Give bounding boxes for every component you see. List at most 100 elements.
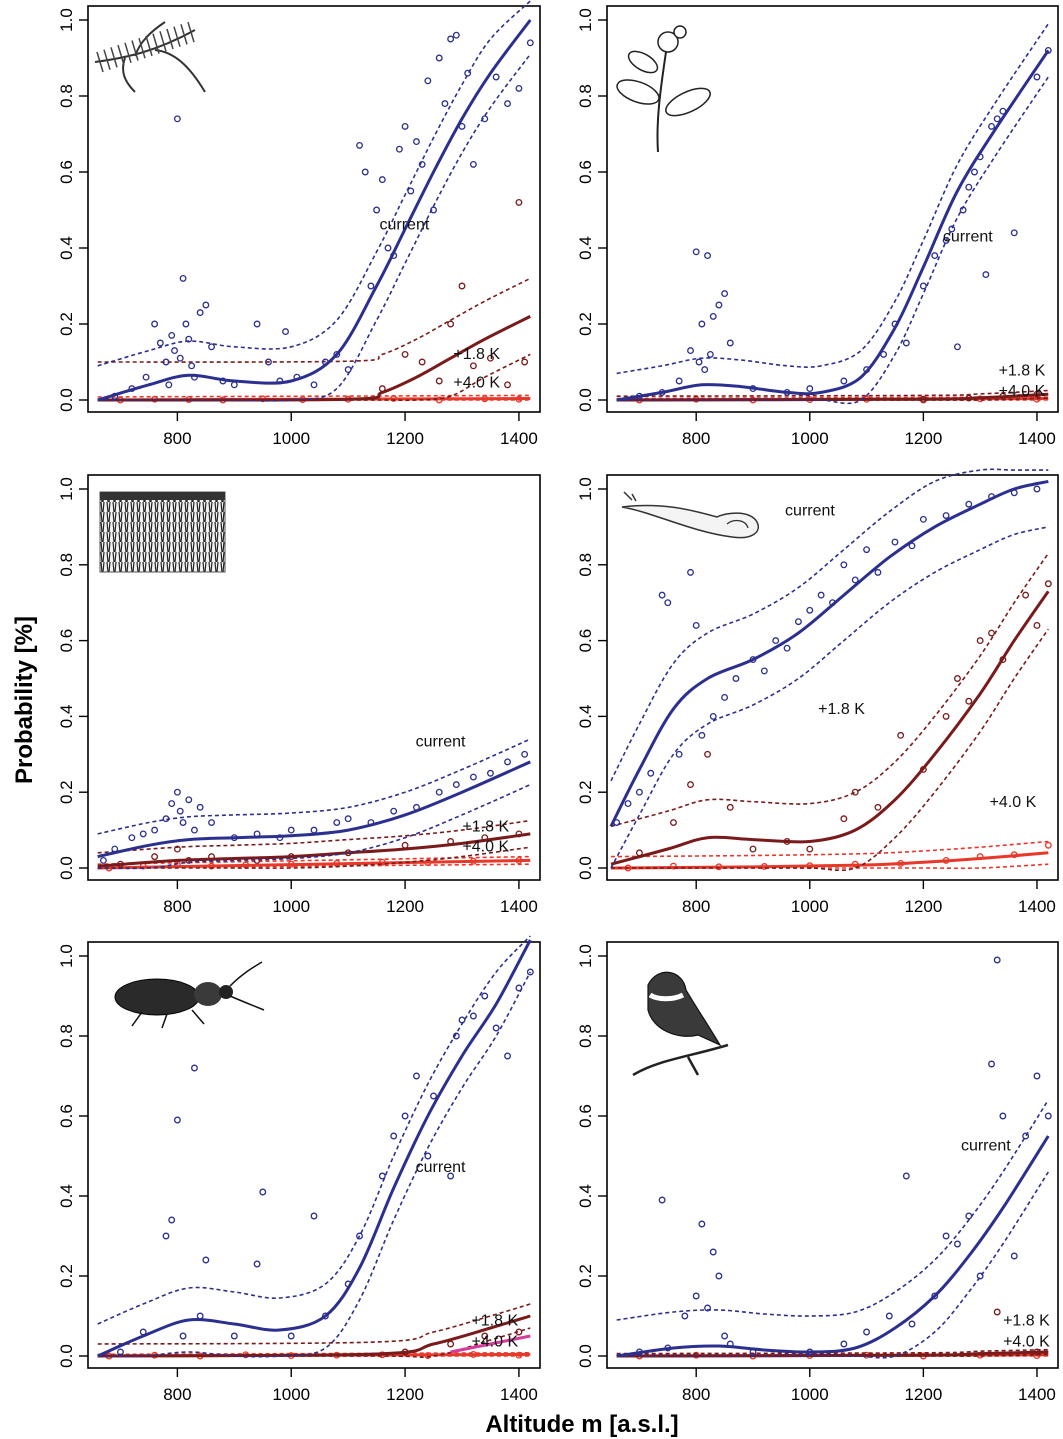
- plus18-point: [521, 358, 529, 366]
- plus18-lower-ci: [97, 846, 531, 869]
- current-point: [675, 750, 683, 758]
- current-point: [447, 1172, 455, 1180]
- flowering-plant-icon: [616, 25, 711, 153]
- x-tick-label: 1000: [272, 897, 310, 916]
- plus18-upper-ci: [97, 819, 531, 854]
- plus18-point: [704, 750, 712, 758]
- current-point: [692, 1292, 700, 1300]
- plus18-point: [988, 629, 995, 637]
- plus18-label: +1.8 K: [453, 346, 500, 363]
- y-tick-label: 0.0: [57, 856, 76, 880]
- current-point: [253, 1260, 261, 1268]
- bird-icon: [632, 971, 729, 1077]
- y-tick-label: 0.6: [576, 160, 595, 184]
- current-point: [413, 138, 420, 146]
- chart-panel-5: 0.0 0.2 0.4 0.6 0.8 1.0 800 1000 1200 1400 current…: [57, 935, 541, 1404]
- y-tick-label: 0.8: [57, 553, 76, 577]
- y-tick-label: 0.4: [576, 705, 595, 729]
- current-point: [988, 122, 995, 130]
- current-point: [173, 115, 181, 123]
- current-point: [162, 358, 170, 366]
- current-point: [806, 385, 814, 393]
- current-point: [321, 1312, 329, 1320]
- current-point: [908, 1320, 916, 1328]
- x-tick-label: 800: [163, 429, 191, 448]
- current-point: [695, 358, 703, 366]
- current-lower-ci: [610, 526, 1049, 869]
- y-tick-label: 0.0: [57, 388, 76, 412]
- plus18-point: [897, 731, 905, 739]
- current-point: [413, 1072, 420, 1080]
- x-tick-label: 1200: [904, 1385, 942, 1404]
- current-point: [390, 1132, 398, 1140]
- plus18-label: +1.8 K: [471, 1312, 518, 1329]
- current-point: [191, 826, 198, 834]
- x-tick-label: 1000: [791, 897, 829, 916]
- y-tick-label: 0.8: [576, 1024, 595, 1048]
- x-tick-label: 1400: [1018, 429, 1056, 448]
- plus18-point: [806, 845, 814, 853]
- plus18-point: [447, 320, 455, 328]
- y-tick-label: 1.0: [576, 477, 595, 501]
- plus18-point: [726, 803, 734, 811]
- plus40-upper-ci: [97, 855, 531, 865]
- y-tick-label: 0.8: [57, 1024, 76, 1048]
- current-point: [287, 826, 295, 834]
- current-point: [458, 1016, 466, 1024]
- current-point: [441, 100, 449, 108]
- current-point: [726, 339, 734, 347]
- current-point: [721, 290, 729, 298]
- current-point: [179, 274, 187, 282]
- current-point: [230, 381, 238, 389]
- current-point: [942, 236, 950, 244]
- chart-panel-6: 0.0 0.2 0.4 0.6 0.8 1.0 800 1000 1200 1400 current…: [576, 941, 1059, 1404]
- current-point: [687, 568, 694, 576]
- chart-panel-2: 0.0 0.2 0.4 0.6 0.8 1.0 800 1000 1200 1400 current…: [576, 5, 1059, 448]
- current-point: [156, 339, 164, 347]
- current-point: [333, 350, 341, 358]
- current-point: [1033, 73, 1041, 81]
- current-point: [976, 1272, 984, 1280]
- current-point: [361, 168, 369, 176]
- plus40-label: +4.0 K: [471, 1334, 518, 1351]
- plus40-label: +4.0 K: [1003, 1334, 1050, 1351]
- current-point: [208, 819, 215, 826]
- x-tick-label: 800: [163, 1385, 191, 1404]
- current-point: [698, 1220, 706, 1228]
- y-tick-label: 0.6: [576, 1104, 595, 1128]
- current-point: [282, 328, 289, 336]
- y-tick-label: 0.2: [57, 1264, 76, 1288]
- x-tick-label: 1000: [791, 429, 829, 448]
- current-label: current: [943, 228, 993, 245]
- current-point: [515, 984, 523, 992]
- current-point: [401, 1112, 409, 1120]
- plus18-point: [447, 1340, 455, 1348]
- current-point: [1010, 229, 1018, 237]
- x-tick-label: 1000: [272, 429, 310, 448]
- current-point: [794, 618, 802, 626]
- plus18-point: [965, 697, 973, 705]
- current-point: [481, 992, 489, 1000]
- current-point: [698, 731, 706, 739]
- current-point: [675, 377, 683, 385]
- y-tick-label: 0.6: [57, 160, 76, 184]
- current-point: [993, 115, 1001, 123]
- current-point: [492, 1024, 500, 1032]
- plus18-fit-line: [97, 832, 531, 868]
- current-point: [732, 675, 740, 682]
- chart-panel-4: 0.0 0.2 0.4 0.6 0.8 1.0 800 1000 1200 1400 current…: [576, 468, 1059, 916]
- current-point: [171, 347, 178, 355]
- y-tick-label: 0.0: [576, 388, 595, 412]
- current-upper-ci: [616, 23, 1049, 375]
- plus18-point: [401, 350, 409, 358]
- plus18-label: +1.8 K: [818, 701, 865, 718]
- current-point: [196, 803, 204, 811]
- current-point: [948, 225, 956, 233]
- current-point: [469, 773, 477, 781]
- current-point: [1044, 46, 1052, 54]
- current-point: [435, 788, 443, 796]
- current-point: [687, 347, 694, 355]
- plus18-point: [487, 354, 494, 362]
- y-tick-label: 0.8: [576, 553, 595, 577]
